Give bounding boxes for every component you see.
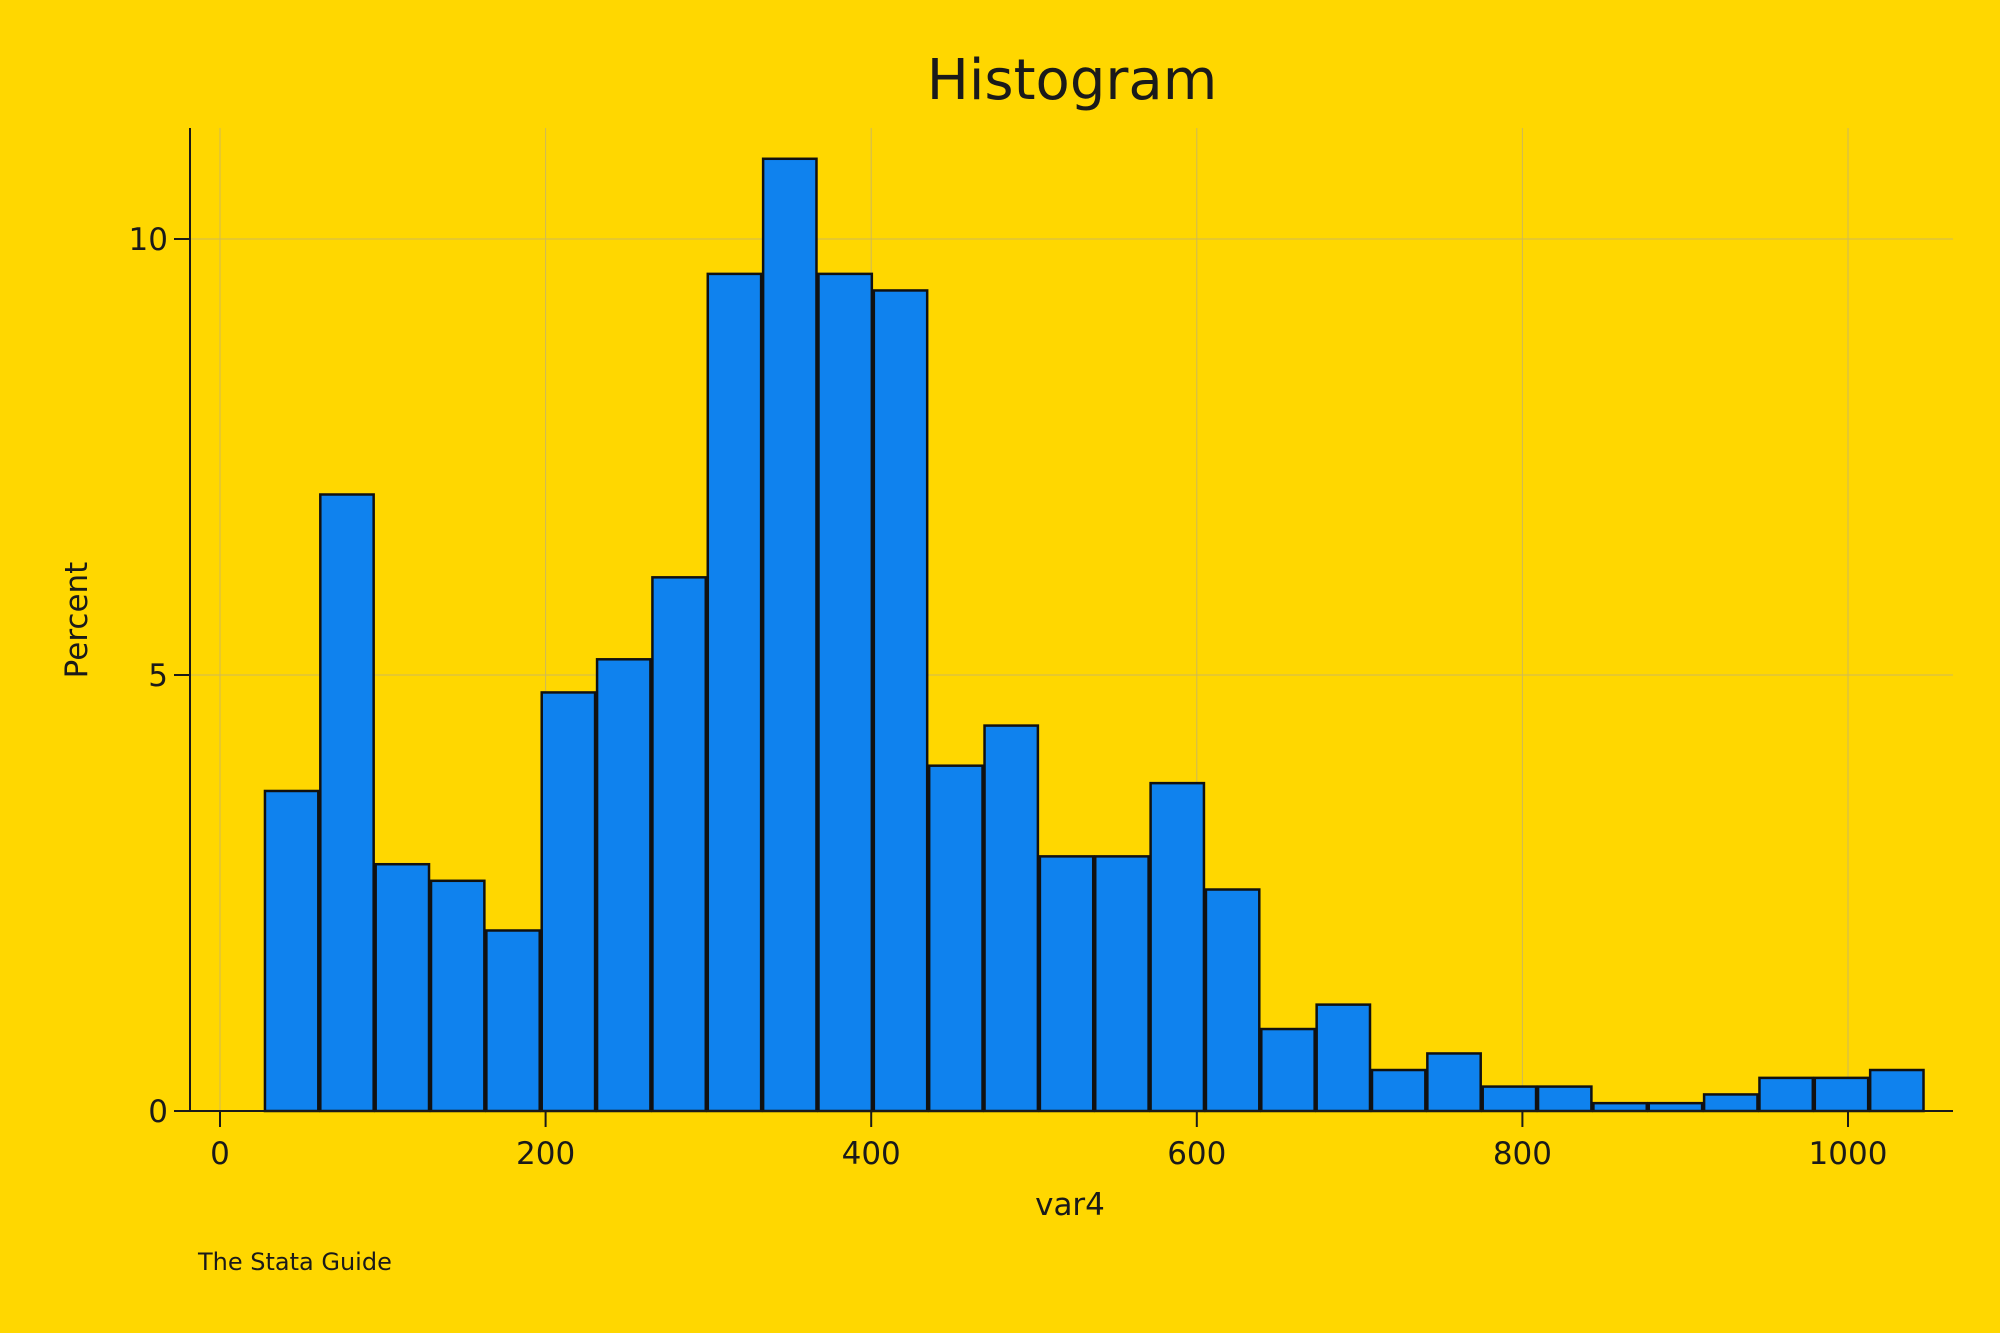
histogram-bar-6 — [595, 658, 652, 1113]
histogram-bar-8 — [706, 272, 763, 1113]
histogram-bar-20 — [1370, 1068, 1427, 1113]
histogram-bar-18 — [1260, 1027, 1316, 1113]
histogram-bar-28 — [1813, 1076, 1870, 1113]
x-tick-label: 400 — [842, 1136, 901, 1172]
histogram-bar-0 — [263, 789, 320, 1113]
histogram-bar-25 — [1647, 1101, 1704, 1113]
histogram-bar-12 — [927, 764, 984, 1113]
histogram-bar-16 — [1149, 781, 1206, 1113]
histogram-bar-27 — [1758, 1076, 1815, 1113]
x-tick-label: 0 — [210, 1136, 230, 1172]
tick-marks: 0 200 400 600 800 1000 0 5 10 — [129, 222, 1888, 1172]
x-tick-label: 800 — [1493, 1136, 1552, 1172]
x-tick-label: 600 — [1167, 1136, 1226, 1172]
axes — [189, 128, 1953, 1112]
histogram-bar-3 — [429, 879, 486, 1113]
histogram-bar-29 — [1868, 1068, 1925, 1113]
histogram-bar-13 — [983, 724, 1040, 1113]
histogram-bar-26 — [1702, 1093, 1759, 1113]
x-axis-label: var4 — [1035, 1187, 1105, 1223]
chart-title: Histogram — [927, 48, 1218, 113]
histogram-bar-14 — [1038, 855, 1095, 1113]
histogram-bar-4 — [485, 929, 541, 1113]
x-tick-label: 200 — [516, 1136, 575, 1172]
y-tick-label: 0 — [148, 1094, 168, 1130]
histogram-bars — [263, 157, 1925, 1113]
x-tick-label: 1000 — [1809, 1136, 1888, 1172]
y-tick-label: 5 — [148, 658, 168, 694]
histogram-bar-19 — [1315, 1003, 1372, 1113]
histogram-bar-9 — [761, 157, 818, 1113]
histogram-bar-5 — [540, 691, 597, 1113]
histogram-bar-11 — [872, 289, 929, 1113]
histogram-bar-7 — [651, 576, 708, 1113]
y-axis-label: Percent — [59, 562, 95, 679]
chart-note: The Stata Guide — [197, 1248, 392, 1276]
histogram-bar-23 — [1536, 1085, 1593, 1113]
y-tick-label: 10 — [129, 222, 168, 258]
histogram-bar-15 — [1093, 855, 1150, 1113]
histogram-bar-17 — [1204, 888, 1261, 1113]
histogram-bar-2 — [374, 862, 431, 1113]
histogram-bar-21 — [1426, 1052, 1482, 1113]
histogram-bar-22 — [1481, 1085, 1538, 1113]
histogram-bar-1 — [319, 493, 375, 1113]
histogram-bar-10 — [817, 272, 874, 1113]
histogram-bar-24 — [1592, 1101, 1649, 1113]
